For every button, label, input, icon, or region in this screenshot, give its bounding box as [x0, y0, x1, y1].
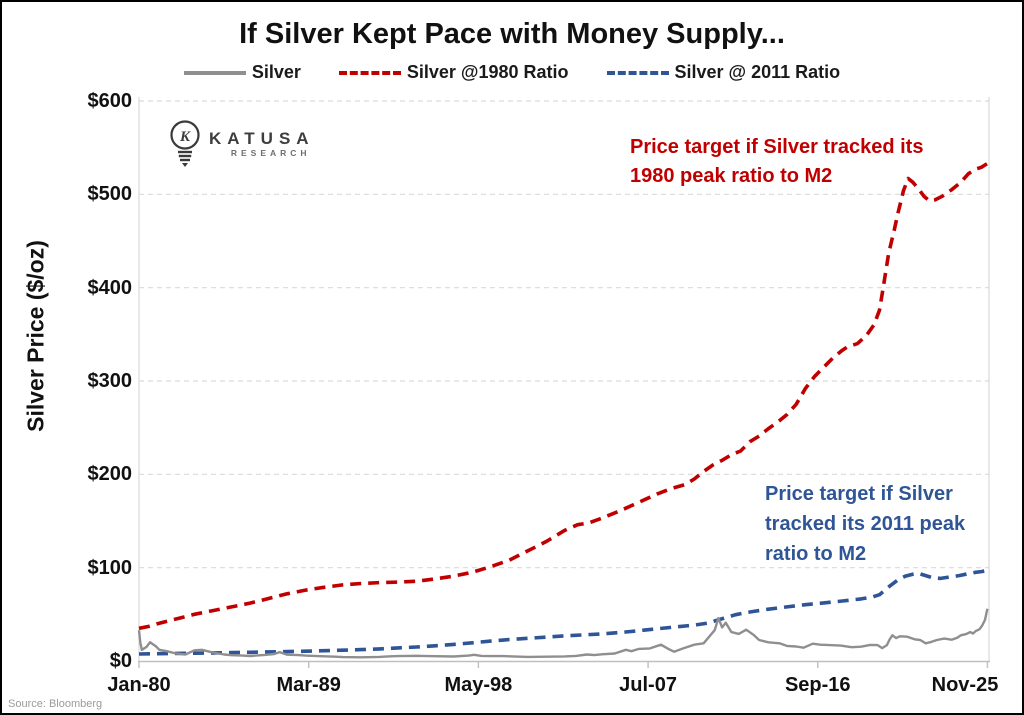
legend-item-1980-ratio: Silver @1980 Ratio: [338, 62, 569, 83]
series-line-silver-2011-ratio: [138, 568, 988, 656]
x-tick-label-Sep-16: Sep-16: [784, 674, 851, 696]
y-tick-label-$100: $100: [87, 556, 133, 579]
y-axis-title: Silver Price ($/oz): [22, 240, 49, 432]
annotation-2011-ratio: Price target if Silver tracked its 2011 …: [765, 479, 965, 569]
katusa-research-logo: K KATUSA RESEARCH: [165, 118, 315, 170]
annotation-1980-line-2: 1980 peak ratio to M2: [630, 165, 833, 187]
x-tick-label-Jul-07: Jul-07: [619, 674, 677, 696]
series-line-silver: [137, 608, 989, 659]
annotation-1980-line-1: Price target if Silver tracked its: [630, 136, 924, 158]
legend: Silver Silver @1980 Ratio Silver @ 2011 …: [2, 62, 1022, 83]
annotation-2011-line-2: tracked its 2011 peak: [765, 513, 966, 535]
legend-item-silver: Silver: [183, 62, 301, 83]
chart-title: If Silver Kept Pace with Money Supply...: [239, 18, 785, 50]
series-line-silver-1980-ratio: [138, 161, 989, 631]
logo-name: KATUSA: [209, 128, 315, 148]
x-tick-label-Jan-80: Jan-80: [107, 674, 171, 696]
legend-item-2011-ratio: Silver @ 2011 Ratio: [606, 62, 841, 83]
x-tick-label-May-98: May-98: [444, 674, 513, 696]
annotation-1980-ratio: Price target if Silver tracked its 1980 …: [630, 133, 923, 191]
y-tick-label-$400: $400: [87, 276, 133, 299]
silver-line-swatch: [183, 70, 246, 75]
svg-text:K: K: [179, 129, 191, 145]
annotation-2011-line-3: ratio to M2: [765, 543, 867, 565]
x-tick-label-Mar-89: Mar-89: [276, 674, 341, 696]
logo-text: KATUSA RESEARCH: [209, 128, 315, 159]
ratio-1980-line-swatch: [338, 70, 401, 75]
annotation-2011-line-1: Price target if Silver: [765, 483, 953, 505]
legend-label-2011-ratio: Silver @ 2011 Ratio: [674, 62, 841, 82]
logo-subtitle: RESEARCH: [230, 147, 311, 158]
source-note: Source: Bloomberg: [8, 698, 103, 710]
y-tick-label-$500: $500: [87, 183, 133, 206]
ratio-2011-line-swatch: [606, 70, 669, 75]
legend-label-silver: Silver: [251, 62, 301, 82]
legend-label-1980-ratio: Silver @1980 Ratio: [406, 62, 569, 82]
y-tick-label-$300: $300: [87, 370, 133, 392]
lightbulb-k-icon: K: [170, 120, 200, 167]
y-tick-label-$600: $600: [87, 90, 133, 112]
y-tick-label-$0: $0: [109, 650, 132, 672]
x-tick-label-Nov-25: Nov-25: [931, 674, 999, 696]
y-tick-label-$200: $200: [87, 463, 133, 486]
